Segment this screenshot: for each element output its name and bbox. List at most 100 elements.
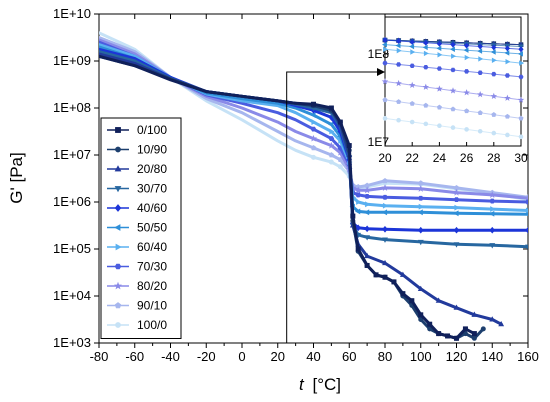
inset-data-point: [423, 121, 429, 127]
x-tick-label: -40: [161, 349, 180, 364]
data-point: [310, 101, 316, 107]
x-tick-label: 100: [410, 349, 432, 364]
x-tick-label: -60: [125, 349, 144, 364]
data-point: [488, 210, 495, 217]
data-point: [435, 297, 442, 303]
inset-data-point: [437, 52, 443, 58]
inset-data-point: [451, 53, 457, 59]
inset-frame: [384, 16, 522, 147]
inset-data-point: [491, 130, 497, 136]
data-point: [328, 136, 335, 141]
x-tick-label: 140: [481, 349, 503, 364]
y-tick-label: 1E+09: [53, 53, 91, 68]
data-point: [310, 145, 317, 151]
data-point: [488, 191, 496, 198]
data-point: [524, 194, 528, 202]
inset-data-point: [504, 113, 510, 119]
y-tick-label: 1E+10: [53, 6, 91, 21]
inset-data-point: [396, 47, 402, 54]
inset-data-point: [409, 43, 415, 50]
data-point: [524, 212, 528, 217]
inset-data-point: [436, 85, 443, 92]
inset-data-point: [464, 54, 470, 61]
inset-x-tick-label: 26: [460, 151, 474, 165]
data-point: [310, 112, 316, 118]
inset-data-point: [436, 104, 442, 110]
legend-swatch-marker: [114, 263, 122, 270]
inset-data-point: [491, 71, 497, 77]
inset-connector: [286, 68, 385, 343]
data-point: [453, 242, 460, 248]
data-point: [311, 119, 317, 126]
inset-data-point: [505, 58, 511, 65]
inset-data-point: [518, 46, 524, 53]
legend-label: 20/80: [137, 162, 167, 176]
x-tick-label: 40: [306, 349, 320, 364]
inset-data-point: [436, 66, 442, 71]
main-series: [99, 31, 528, 341]
y-axis-title: G' [Pa]: [7, 152, 26, 203]
data-point: [453, 226, 460, 234]
inset-data-point: [505, 132, 510, 138]
inset-x-tick-label: 28: [487, 151, 501, 165]
data-point: [525, 244, 528, 250]
data-point: [363, 186, 371, 194]
inset-data-point: [450, 41, 456, 48]
data-point: [525, 226, 528, 234]
inset-data-point: [396, 99, 402, 104]
y-tick-label: 1E+08: [53, 100, 91, 115]
inset-data-point: [423, 50, 429, 57]
inset-data-point: [464, 108, 470, 114]
inset-data-point: [518, 134, 524, 140]
inset-data-point: [450, 67, 456, 73]
inset-data-point: [423, 102, 429, 108]
data-point: [382, 237, 388, 243]
legend-swatch-marker: [115, 322, 121, 328]
data-point: [365, 201, 371, 208]
inset-data-point: [436, 40, 442, 47]
data-point: [462, 326, 468, 332]
inset-data-point: [423, 39, 429, 46]
legend-swatch-marker: [114, 186, 122, 193]
inset-data-point: [410, 49, 416, 55]
inset-x-tick-label: 22: [406, 151, 420, 165]
inset-data-point: [381, 41, 387, 48]
data-point: [381, 184, 389, 191]
x-tick-label: 20: [271, 349, 285, 364]
inset-data-point: [396, 117, 401, 123]
legend-swatch-marker: [114, 224, 121, 231]
legend-label: 90/10: [137, 299, 167, 313]
data-point: [363, 209, 370, 216]
data-point: [382, 225, 388, 233]
inset-y-tick-label: 1E7: [368, 135, 390, 149]
inset-data-point: [450, 125, 456, 130]
legend-swatch-marker: [115, 127, 121, 133]
data-point: [452, 188, 461, 196]
inset-data-point: [422, 83, 430, 90]
data-point: [453, 304, 460, 310]
x-axis-title: t [°C]: [299, 375, 341, 394]
inset-data-point: [517, 51, 523, 57]
data-point: [454, 204, 460, 211]
inset-data-point: [504, 73, 510, 78]
data-point: [346, 143, 352, 149]
connector-arrowhead: [377, 68, 385, 76]
data-point: [382, 274, 388, 280]
inset-data-point: [477, 48, 483, 54]
inset-data-point: [409, 63, 415, 69]
inset-data-point: [491, 57, 497, 64]
legend-label: 10/90: [137, 143, 167, 157]
data-point: [382, 202, 389, 209]
main-axes: -80 -60 -40 -20 0 20 40 60 80 100 120 140 160 1E+03 1E…: [53, 6, 539, 364]
inset-data-point: [423, 65, 429, 70]
x-axis-title-unit: [°C]: [312, 375, 341, 394]
inset-data-point: [477, 43, 483, 50]
inset-data-point: [422, 44, 428, 51]
data-point: [417, 239, 424, 246]
data-point: [328, 152, 335, 158]
data-point: [327, 141, 335, 149]
data-point: [391, 279, 397, 285]
inset-data-point: [396, 37, 402, 45]
data-point: [417, 209, 423, 216]
